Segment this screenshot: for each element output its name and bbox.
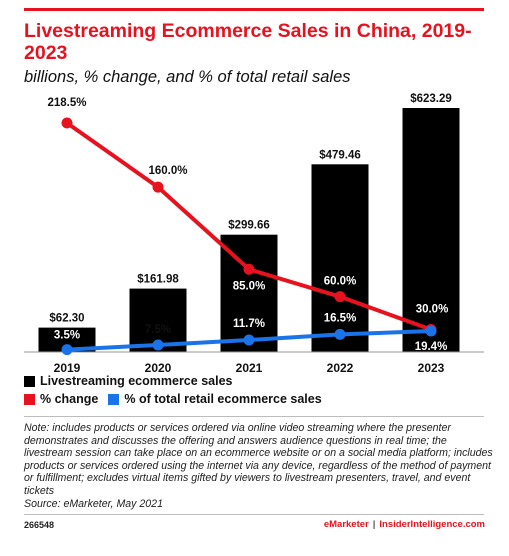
change-label-2019: 218.5% [47,97,86,109]
change-label-2020: 160.0% [148,165,187,177]
change-point-2019 [61,117,73,129]
share-label-2023: 19.4% [415,341,448,353]
change-point-2020 [152,181,164,193]
x-tick-2019: 2019 [54,361,81,375]
share-point-2019 [61,344,73,356]
change-label-2023: 30.0% [416,304,449,316]
change-label-2021: 85.0% [233,280,266,292]
note-text: Note: includes products or services orde… [24,422,493,497]
bar-label-2020: $161.98 [137,274,179,286]
share-point-2022 [334,328,346,340]
bar-2022 [311,164,369,352]
x-tick-2022: 2022 [327,361,354,375]
change-point-2021 [243,263,255,275]
legend-label-bars: Livestreaming ecommerce sales [40,374,233,388]
bar-label-2019: $62.30 [49,313,84,325]
share-point-2023 [425,325,437,337]
brand-emarketer: eMarketer [323,519,369,530]
change-point-2022 [334,291,346,303]
note-divider [24,416,484,417]
share-point-2020 [152,339,164,351]
legend-swatch-share [108,393,120,405]
chart-id: 266548 [24,520,55,530]
top-accent-bar [24,8,484,11]
source-text: Source: eMarketer, May 2021 [24,497,163,510]
legend-swatch-change [24,393,35,405]
bar-label-2022: $479.46 [319,149,361,161]
brand-separator: | [372,519,376,530]
share-point-2021 [243,334,255,346]
note-block: Note: includes products or services orde… [24,422,494,510]
legend-swatch-bars [24,375,35,387]
legend-label-change: % change [40,392,99,406]
legend-item-bars: Livestreaming ecommerce sales [24,372,322,390]
legend: Livestreaming ecommerce sales % change %… [24,372,322,408]
x-tick-2023: 2023 [418,361,445,375]
x-tick-2020: 2020 [145,361,172,375]
share-label-2021: 11.7% [233,318,265,330]
share-label-2020: 7.5% [145,324,171,336]
bar-2023 [402,108,460,352]
share-label-2022: 16.5% [324,312,357,324]
legend-row-lines: % change % of total retail ecommerce sal… [24,390,322,408]
chart-plot: $62.30 $161.98 $299.66 $479.46 $623.29 2019 20… [24,93,484,375]
share-label-2019: 3.5% [54,330,80,342]
chart-title: Livestreaming Ecommerce Sales in China, … [24,20,472,64]
x-tick-2021: 2021 [236,361,263,375]
bar-label-2023: $623.29 [410,93,452,105]
brand-credit: eMarketer | InsiderIntelligence.com [324,519,485,530]
legend-label-share: % of total retail ecommerce sales [124,392,322,406]
brand-insider: InsiderIntelligence.com [379,519,485,530]
bar-label-2021: $299.66 [228,220,270,232]
change-label-2022: 60.0% [324,276,357,288]
chart-subtitle: billions, % change, and % of total retai… [24,68,351,86]
footer-divider [24,514,484,515]
